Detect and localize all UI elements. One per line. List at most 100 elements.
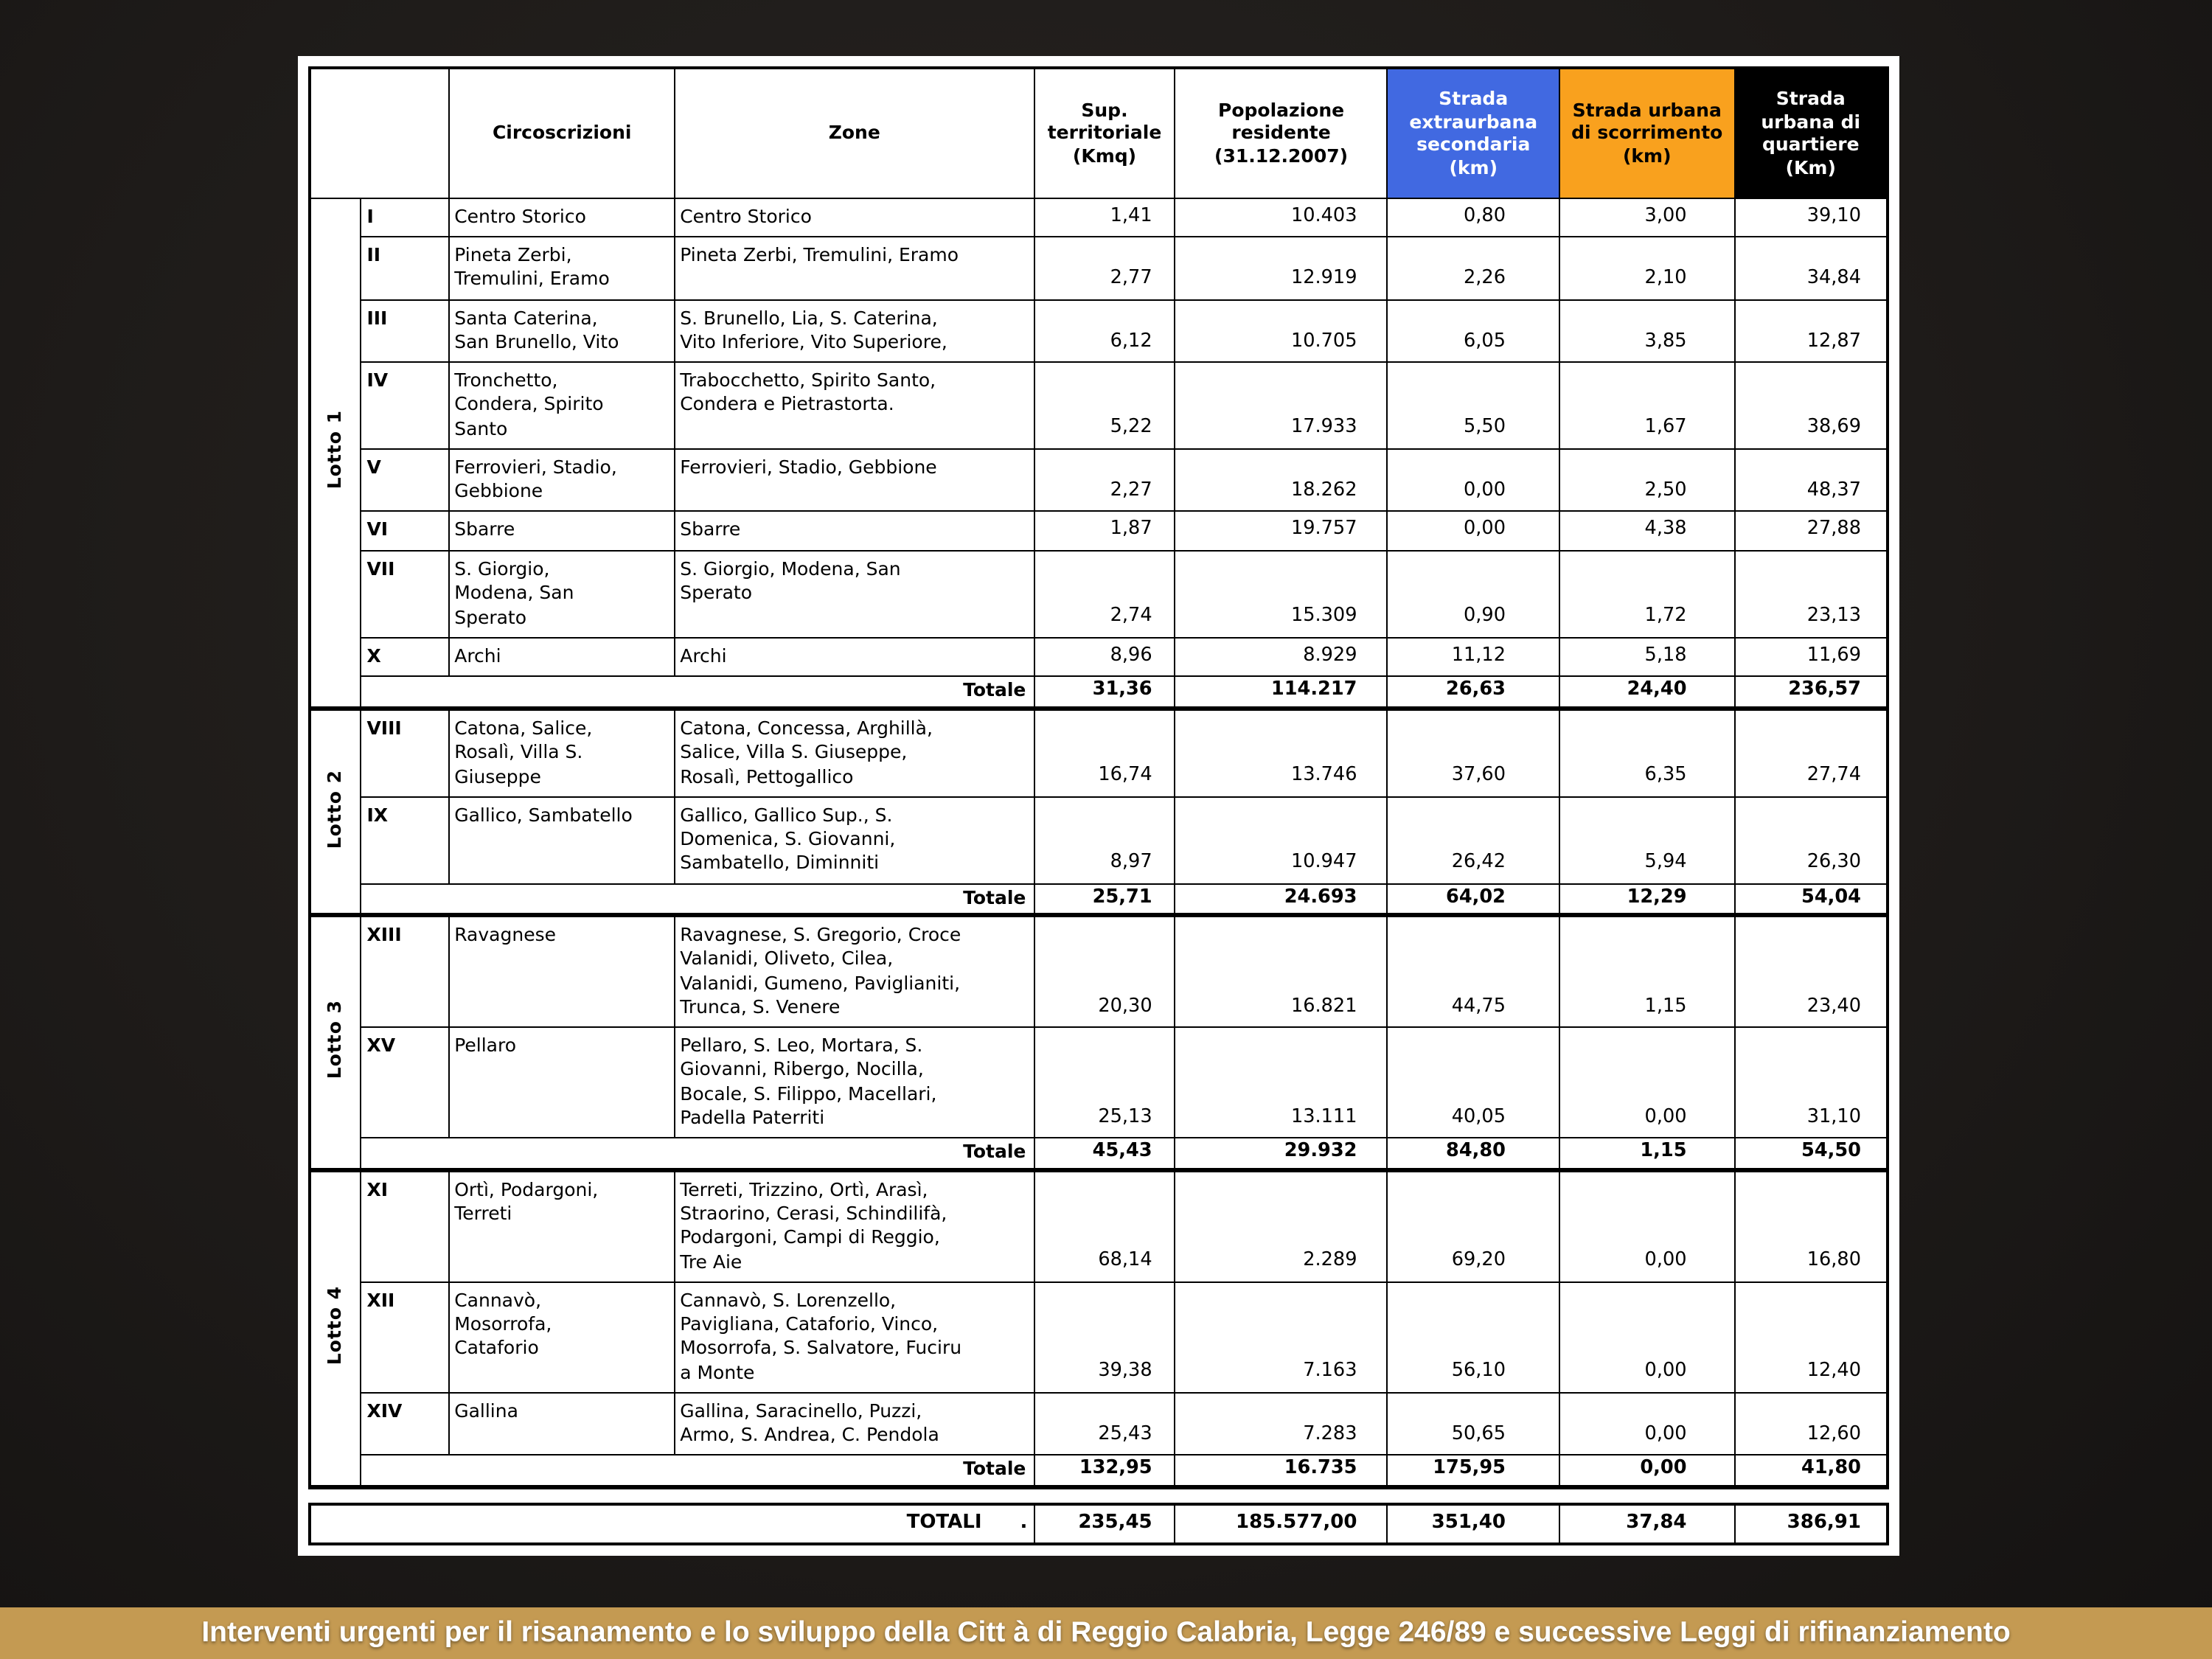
cell-sup-territoriale: 8,97 bbox=[1033, 796, 1176, 884]
cell-strada-extraurbana: 37,60 bbox=[1386, 708, 1560, 798]
cell-zone: Archi bbox=[674, 636, 1035, 678]
totale-strada-extraurbana: 84,80 bbox=[1386, 1137, 1560, 1172]
cell-roman-numeral: XV bbox=[359, 1026, 451, 1139]
totale-popolazione: 114.217 bbox=[1174, 675, 1388, 711]
cell-strada-scorrimento: 4,38 bbox=[1559, 510, 1736, 552]
cell-circoscrizione: Ravagnese bbox=[448, 914, 676, 1029]
cell-zone: Pellaro, S. Leo, Mortara, S. Giovanni, R… bbox=[674, 1026, 1035, 1139]
cell-zone: Trabocchetto, Spirito Santo, Condera e P… bbox=[674, 361, 1035, 450]
cell-popolazione: 15.309 bbox=[1174, 550, 1388, 639]
cell-circoscrizione: Cannavò, Mosorrofa, Cataforio bbox=[448, 1281, 676, 1394]
cell-strada-scorrimento: 3,00 bbox=[1559, 197, 1736, 238]
cell-circoscrizione: Ortì, Podargoni, Terreti bbox=[448, 1169, 676, 1283]
cell-strada-extraurbana: 5,50 bbox=[1386, 361, 1560, 450]
cell-strada-quartiere: 48,37 bbox=[1733, 448, 1888, 512]
table-panel: Circoscrizioni Zone Sup. territoriale (K… bbox=[298, 56, 1899, 1556]
zone-row: X Archi Archi 8,96 8.929 11,12 5,18 11,69 bbox=[310, 636, 1888, 678]
cell-sup-territoriale: 16,74 bbox=[1033, 708, 1176, 798]
cell-strada-extraurbana: 11,12 bbox=[1386, 636, 1560, 678]
cell-strada-extraurbana: 69,20 bbox=[1386, 1169, 1560, 1283]
zone-row: VI Sbarre Sbarre 1,87 19.757 0,00 4,38 27,88 bbox=[310, 510, 1888, 552]
header-circoscrizioni: Circoscrizioni bbox=[448, 67, 676, 198]
zone-row: Lotto 2 VIII Catona, Salice, Rosalì, Villa… bbox=[308, 707, 1888, 918]
cell-circoscrizione: Tronchetto, Condera, Spirito Santo bbox=[448, 361, 676, 450]
cell-roman-numeral: I bbox=[359, 197, 451, 238]
lotto-cell: Lotto 2 bbox=[308, 707, 361, 918]
grand-total-strada-quartiere: 386,91 bbox=[1733, 1503, 1888, 1545]
cell-popolazione: 18.262 bbox=[1174, 448, 1388, 512]
cell-zone: Gallico, Gallico Sup., S. Domenica, S. G… bbox=[674, 796, 1035, 884]
grand-total-label-cell: TOTALI. bbox=[308, 1503, 1035, 1545]
totale-popolazione: 29.932 bbox=[1174, 1137, 1388, 1172]
cell-roman-numeral: IX bbox=[359, 796, 451, 884]
footer-banner: Interventi urgenti per il risanamento e … bbox=[0, 1607, 2212, 1659]
lotto-cell: Lotto 1 bbox=[308, 197, 361, 711]
zone-row: IX Gallico, Sambatello Gallico, Gallico Su… bbox=[310, 796, 1888, 884]
totale-popolazione: 24.693 bbox=[1174, 883, 1388, 918]
cell-strada-extraurbana: 2,26 bbox=[1386, 236, 1560, 301]
cell-strada-quartiere: 39,10 bbox=[1733, 197, 1888, 238]
cell-strada-scorrimento: 5,18 bbox=[1559, 636, 1736, 678]
cell-strada-scorrimento: 0,00 bbox=[1559, 1026, 1736, 1139]
cell-roman-numeral: XI bbox=[359, 1169, 451, 1283]
cell-strada-extraurbana: 50,65 bbox=[1386, 1391, 1560, 1456]
cell-strada-extraurbana: 0,00 bbox=[1386, 448, 1560, 512]
cell-strada-quartiere: 12,87 bbox=[1733, 299, 1888, 364]
cell-popolazione: 19.757 bbox=[1174, 510, 1388, 552]
totale-sup: 132,95 bbox=[1033, 1454, 1176, 1489]
cell-strada-extraurbana: 6,05 bbox=[1386, 299, 1560, 364]
totale-row: Totale 31,36 114.217 26,63 24,40 236,57 bbox=[310, 675, 1888, 711]
table-header: Circoscrizioni Zone Sup. territoriale (K… bbox=[309, 67, 1888, 198]
cell-sup-territoriale: 8,96 bbox=[1033, 636, 1176, 678]
totale-strada-quartiere: 236,57 bbox=[1733, 675, 1888, 711]
totale-strada-extraurbana: 26,63 bbox=[1386, 675, 1560, 711]
lotto-label: Lotto 1 bbox=[323, 409, 346, 489]
totale-strada-quartiere: 41,80 bbox=[1733, 1454, 1888, 1489]
cell-strada-quartiere: 23,40 bbox=[1733, 914, 1888, 1029]
grand-total-label: TOTALI bbox=[906, 1511, 982, 1534]
cell-strada-quartiere: 11,69 bbox=[1733, 636, 1888, 678]
cell-strada-quartiere: 27,88 bbox=[1733, 510, 1888, 552]
lotto-cell: Lotto 4 bbox=[308, 1169, 361, 1489]
cell-strada-scorrimento: 6,35 bbox=[1559, 708, 1736, 798]
zone-row: VII S. Giorgio, Modena, San Sperato S. Gio… bbox=[310, 550, 1888, 639]
cell-circoscrizione: Santa Caterina, San Brunello, Vito bbox=[448, 299, 676, 364]
totale-strada-extraurbana: 64,02 bbox=[1386, 883, 1560, 918]
cell-zone: Ravagnese, S. Gregorio, Croce Valanidi, … bbox=[674, 914, 1035, 1029]
header-strada-scorrimento: Strada urbana di scorrimento (km) bbox=[1559, 67, 1736, 198]
cell-sup-territoriale: 25,13 bbox=[1033, 1026, 1176, 1139]
cell-roman-numeral: VIII bbox=[359, 708, 451, 798]
cell-strada-scorrimento: 1,15 bbox=[1559, 914, 1736, 1029]
cell-circoscrizione: Ferrovieri, Stadio, Gebbione bbox=[448, 448, 676, 512]
totale-label: Totale bbox=[359, 1454, 1035, 1489]
cell-sup-territoriale: 68,14 bbox=[1033, 1169, 1176, 1283]
cell-zone: Pineta Zerbi, Tremulini, Eramo bbox=[674, 236, 1035, 301]
zone-row: V Ferrovieri, Stadio, Gebbione Ferrovieri,… bbox=[310, 448, 1888, 512]
cell-roman-numeral: IV bbox=[359, 361, 451, 450]
cell-strada-scorrimento: 0,00 bbox=[1559, 1281, 1736, 1394]
cell-strada-scorrimento: 1,72 bbox=[1559, 550, 1736, 639]
cell-strada-extraurbana: 44,75 bbox=[1386, 914, 1560, 1029]
totale-label: Totale bbox=[359, 1137, 1035, 1172]
zone-row: Lotto 3 XIII Ravagnese Ravagnese, S. Gregor… bbox=[308, 914, 1888, 1172]
cell-zone: Sbarre bbox=[674, 510, 1035, 552]
cell-circoscrizione: Gallina bbox=[448, 1391, 676, 1456]
cell-strada-quartiere: 26,30 bbox=[1733, 796, 1888, 884]
totale-strada-scorrimento: 12,29 bbox=[1559, 883, 1736, 918]
cell-strada-scorrimento: 2,10 bbox=[1559, 236, 1736, 301]
cell-sup-territoriale: 5,22 bbox=[1033, 361, 1176, 450]
cell-strada-scorrimento: 5,94 bbox=[1559, 796, 1736, 884]
cell-sup-territoriale: 1,41 bbox=[1033, 197, 1176, 238]
cell-strada-scorrimento: 0,00 bbox=[1559, 1169, 1736, 1283]
cell-strada-scorrimento: 3,85 bbox=[1559, 299, 1736, 364]
grand-total-strada-extraurbana: 351,40 bbox=[1386, 1503, 1560, 1545]
header-strada-quartiere: Strada urbana di quartiere (Km) bbox=[1733, 67, 1888, 198]
cell-zone: S. Giorgio, Modena, San Sperato bbox=[674, 550, 1035, 639]
grand-total-table: TOTALI. 235,45 185.577,00 351,40 37,84 3… bbox=[308, 1502, 1889, 1545]
cell-circoscrizione: S. Giorgio, Modena, San Sperato bbox=[448, 550, 676, 639]
cell-strada-quartiere: 16,80 bbox=[1733, 1169, 1888, 1283]
cell-zone: Catona, Concessa, Arghillà, Salice, Vill… bbox=[674, 708, 1035, 798]
cell-strada-extraurbana: 0,80 bbox=[1386, 197, 1560, 238]
totale-popolazione: 16.735 bbox=[1174, 1454, 1388, 1489]
